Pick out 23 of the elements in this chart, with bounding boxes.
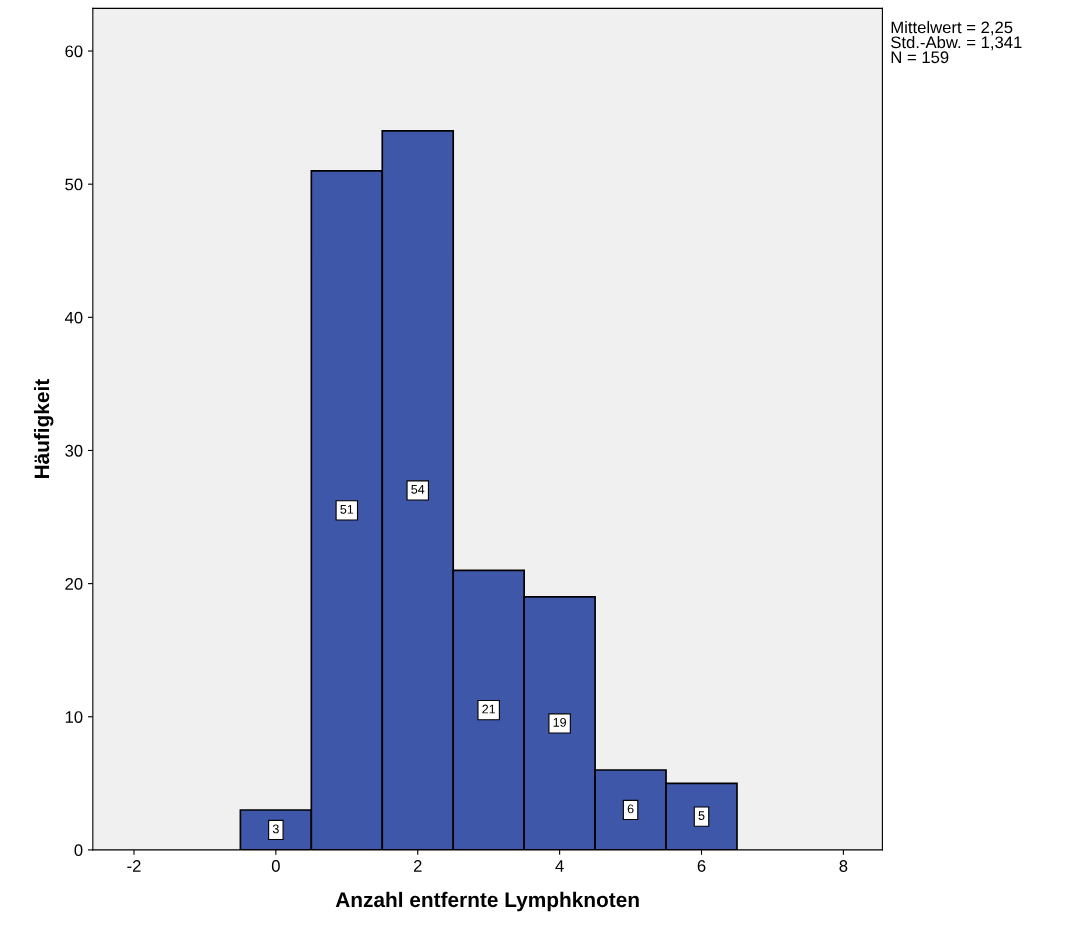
y-tick-label: 0: [74, 844, 83, 857]
data-label: 54: [411, 485, 425, 494]
y-axis-title: Häufigkeit: [33, 379, 54, 479]
y-tick-label: 50: [65, 178, 83, 191]
y-tick-label: 30: [65, 444, 83, 457]
y-tick-label: 40: [64, 311, 83, 324]
x-tick-label: 4: [555, 860, 564, 872]
data-label: 51: [340, 505, 354, 514]
data-label: 3: [272, 824, 279, 834]
y-tick-label: 20: [65, 578, 83, 590]
text: Mittelwert = 2,25 Std.-Abw. = 1,341 N = 159: [891, 21, 1022, 64]
x-tick-label: 8: [839, 860, 848, 872]
y-tick-label: 60: [65, 45, 83, 58]
data-label: 21: [482, 704, 496, 714]
x-tick-label: 6: [697, 860, 706, 872]
x-tick-label: 2: [413, 860, 422, 872]
data-label: 19: [553, 717, 566, 727]
x-tick-label: 0: [271, 860, 280, 872]
data-label: 5: [698, 811, 705, 820]
y-tick-label: 10: [65, 711, 83, 723]
data-label: 6: [627, 804, 634, 814]
x-tick-label: -2: [127, 860, 141, 872]
x-axis-title: Anzahl entfernte Lymphknoten: [335, 891, 639, 912]
